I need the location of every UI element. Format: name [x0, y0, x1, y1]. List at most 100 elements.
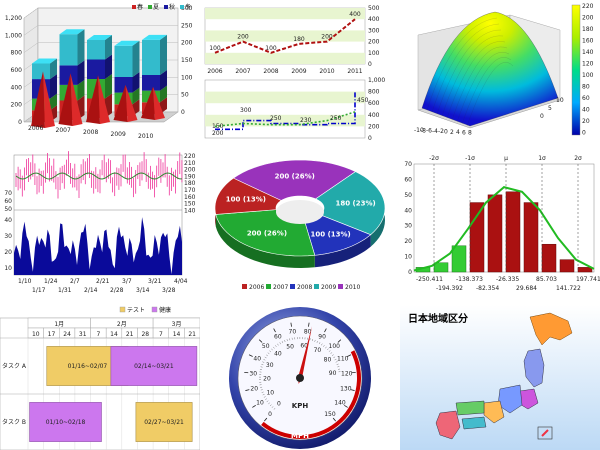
month-label: 2月	[117, 321, 127, 328]
panel-gauge: 0 10 20 30 40 50 60 70 80 90 100 110 120 130 140 150 0 10…	[200, 305, 400, 450]
bar-front	[87, 40, 105, 60]
outer-tick-label: 30	[249, 370, 257, 377]
y-tick-label: 60	[404, 176, 412, 183]
month-label: 1月	[54, 321, 64, 328]
y2-tick-label: 140	[184, 207, 196, 214]
chart-3d-surface: -10-8 -6 -4 -2 0 2 4 6 8051022020018016014012010…	[400, 0, 600, 145]
x-tick-label: 3/7	[122, 278, 132, 285]
x-tick-label: 3/28	[162, 287, 176, 294]
y-tick-label: 5	[548, 105, 552, 112]
y-tick-label: 800	[368, 89, 380, 96]
x-tick-label: 2009	[291, 68, 306, 75]
histogram-bar	[470, 203, 484, 272]
colorbar-tick-label: 180	[582, 26, 594, 33]
y-tick-label: 30	[404, 223, 412, 230]
x-tick-label: -138.373	[456, 276, 483, 283]
x-tick-label: 1/31	[58, 287, 72, 294]
y2-tick-label: 150	[181, 57, 193, 64]
day-label: 7	[159, 331, 163, 338]
sigma-label: 1σ	[538, 155, 546, 162]
x-tick-label: -250.411	[416, 276, 443, 283]
y2-tick-label: 50	[181, 92, 189, 99]
y-tick-label: 0	[18, 119, 22, 126]
panel-stock-chart: 220 210 200 190 180 170 160 150 140 70 60 50 40 30 20 1…	[0, 150, 200, 300]
x-tick-label: 2/14	[84, 287, 98, 294]
legend-swatch	[242, 284, 247, 289]
inner-tick-label: 10	[266, 389, 274, 396]
inner-tick-label: 90	[329, 370, 337, 377]
day-label: 28	[141, 331, 149, 338]
colorbar-tick-label: 140	[582, 49, 594, 56]
y-tick-label: 10	[4, 265, 12, 272]
unit-label: KPH	[292, 402, 309, 410]
x-tick-label: -82.354	[476, 285, 499, 292]
y-tick-label: 60	[4, 198, 12, 205]
x-tick-label: 4	[456, 129, 460, 136]
band	[205, 53, 365, 64]
outer-tick-label: 130	[340, 386, 352, 393]
histogram-bar	[452, 246, 466, 272]
x-tick-label: 1/10	[18, 278, 32, 285]
y-tick-label: 50	[4, 206, 12, 213]
y2-tick-label: 100	[181, 74, 193, 81]
x-tick-label: 2008	[263, 68, 278, 75]
data-label: 100	[209, 45, 221, 52]
bar-front	[142, 40, 160, 75]
bar-front	[115, 77, 133, 93]
panel-3d-bar-chart: 1,200 1,000 800 600 400 200 0 300 250 200 150 100 50…	[0, 0, 200, 145]
y-tick-label: 10	[404, 254, 412, 261]
day-label: 31	[79, 331, 87, 338]
x-tick-label: 2011	[347, 68, 362, 75]
y-tick-label: 40	[404, 207, 412, 214]
chart-japan-map: 日本地域区分	[400, 305, 600, 450]
day-label: 7	[96, 331, 100, 338]
band	[205, 30, 365, 41]
data-label: 300	[240, 107, 252, 114]
y-tick-label: 1,000	[5, 32, 22, 39]
y-tick-label: 70	[404, 161, 412, 168]
outer-tick-label: 140	[334, 400, 346, 407]
legend-swatch	[164, 5, 168, 9]
x-tick-label: 2/7	[70, 278, 80, 285]
histogram-bar	[542, 244, 556, 272]
y-tick-label: 600	[11, 67, 23, 74]
x-tick-label: 4/04	[174, 278, 188, 285]
data-label: 250	[330, 115, 342, 122]
y-tick-label: 20	[4, 249, 12, 256]
panel-histogram: -2σ -1σ μ 1σ 2σ 70 60 50 40 30 20 10 0 -250.411 -138.3…	[400, 150, 600, 300]
histogram-bar	[524, 203, 538, 272]
x-tick-label: 2010	[319, 68, 334, 75]
sigma-label: -2σ	[429, 155, 439, 162]
legend-label: 2009	[321, 284, 336, 291]
legend-swatch	[314, 284, 319, 289]
slice-label: 100 (13%)	[311, 231, 351, 239]
unit-label: MPH	[291, 432, 309, 440]
outer-tick-label: 0	[268, 411, 272, 418]
band	[205, 8, 365, 19]
legend-label: 秋	[169, 3, 175, 11]
region-chugoku	[456, 401, 484, 415]
x-tick-label: 29.684	[516, 285, 537, 292]
colorbar-tick-label: 20	[582, 118, 590, 125]
legend-label: 2006	[249, 284, 264, 291]
panel-gantt: テスト 健康 1月 2月 3月 10 17 24 31 7 14 21 28 7 14 21 タスク A タスク …	[0, 305, 200, 450]
y-tick-label: 1,000	[368, 77, 385, 84]
x-tick-label: 2007	[56, 127, 71, 134]
x-tick-label: 2/21	[96, 278, 110, 285]
y-tick-label: 40	[4, 217, 12, 224]
inner-tick-label: 30	[266, 362, 274, 369]
y-tick-label: 600	[368, 100, 380, 107]
x-tick-label: 0	[444, 129, 448, 136]
legend-swatch	[290, 284, 295, 289]
day-label: 17	[48, 331, 56, 338]
y-tick-label: 70	[4, 190, 12, 197]
x-tick-label: 2009	[111, 131, 126, 138]
inner-tick-label: 20	[263, 376, 271, 383]
y-tick-label: 20	[404, 238, 412, 245]
gantt-bar-label: 01/16~02/07	[68, 363, 108, 370]
legend-swatch	[180, 5, 184, 9]
legend-swatch	[338, 284, 343, 289]
x-tick-label: 2006	[207, 68, 222, 75]
colorbar-tick-label: 0	[582, 130, 586, 137]
x-tick-label: 6	[462, 129, 466, 136]
